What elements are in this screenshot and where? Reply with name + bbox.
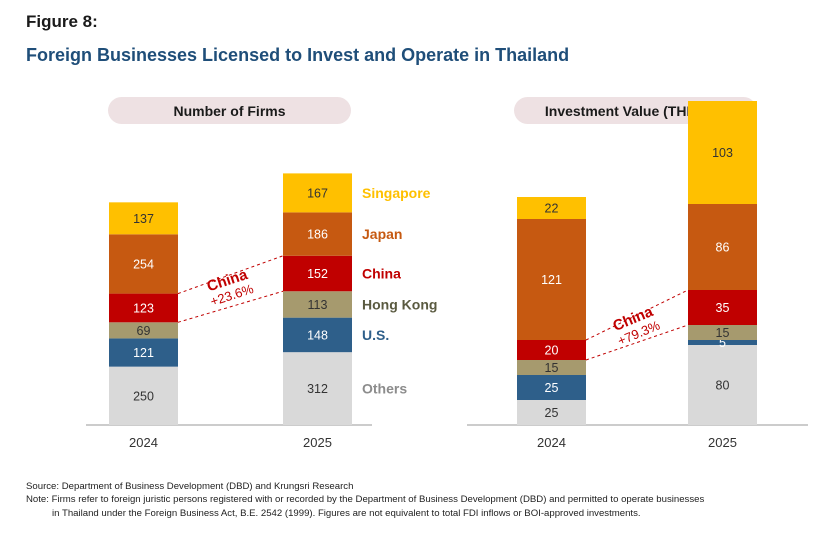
bar-segment-singapore-2024 (517, 197, 586, 219)
data-label: 148 (307, 328, 328, 342)
legend-label-u-s-: U.S. (362, 327, 389, 343)
bar-segment-hong-kong-2024 (109, 322, 178, 339)
bar-segment-others-2025 (283, 352, 352, 425)
data-label: 15 (716, 326, 730, 340)
data-label: 121 (133, 346, 154, 360)
bar-segment-japan-2025 (688, 204, 757, 290)
data-label: 137 (133, 212, 154, 226)
data-label: 167 (307, 186, 328, 200)
data-label: 25 (545, 406, 559, 420)
data-label: 113 (308, 298, 328, 312)
data-label: 152 (307, 267, 328, 281)
bar-segment-japan-2024 (517, 219, 586, 340)
figure-title: Foreign Businesses Licensed to Invest an… (26, 45, 570, 65)
data-label: 35 (716, 301, 730, 315)
bar-segment-hong-kong-2025 (283, 291, 352, 318)
x-tick-label: 2024 (129, 435, 158, 450)
bar-segment-hong-kong-2025 (688, 325, 757, 340)
bar-segment-u-s--2025 (283, 317, 352, 353)
data-label: 5 (719, 336, 726, 350)
bar-segment-u-s--2025 (688, 340, 757, 345)
bar-segment-singapore-2024 (109, 202, 178, 235)
legend-label-others: Others (362, 381, 407, 397)
bar-segment-china-2024 (517, 340, 586, 360)
data-label: 25 (545, 381, 559, 395)
footer: Source: Department of Business Developme… (26, 480, 704, 520)
legend-label-hong-kong: Hong Kong (362, 296, 437, 312)
bar-segment-u-s--2024 (109, 338, 178, 367)
chart-title: Investment Value (THB, bn) (545, 103, 726, 119)
data-label: 20 (545, 344, 559, 358)
chart-title-pill (108, 97, 351, 124)
source-text: Source: Department of Business Developme… (26, 481, 354, 492)
bar-segment-singapore-2025 (688, 101, 757, 204)
bar-segment-others-2024 (517, 400, 586, 425)
x-tick-label: 2024 (537, 435, 566, 450)
x-tick-label: 2025 (303, 435, 332, 450)
data-label: 22 (545, 202, 559, 216)
bar-segment-china-2025 (283, 255, 352, 292)
data-label: 103 (712, 146, 733, 160)
legend-label-japan: Japan (362, 226, 402, 242)
china-connector-top (585, 289, 689, 341)
legend-label-china: China (362, 266, 401, 282)
chart-title: Number of Firms (173, 103, 285, 119)
data-label: 123 (133, 301, 154, 315)
legend-label-singapore: Singapore (362, 185, 431, 201)
data-label: 86 (716, 241, 730, 255)
bar-segment-others-2025 (688, 345, 757, 425)
china-connector-top (177, 255, 284, 295)
bar-segment-china-2024 (109, 293, 178, 323)
note-text-line1: Note: Firms refer to foreign juristic pe… (26, 494, 705, 506)
bar-segment-others-2024 (109, 366, 178, 425)
x-tick-label: 2025 (708, 435, 737, 450)
data-label: 15 (545, 361, 559, 375)
data-label: 121 (541, 273, 562, 287)
data-label: 254 (133, 257, 154, 271)
figure-label: Figure 8: (26, 12, 98, 31)
china-connector-bottom (177, 290, 284, 323)
data-label: 186 (307, 228, 328, 242)
bar-segment-china-2025 (688, 290, 757, 325)
data-label: 312 (307, 382, 328, 396)
bar-segment-hong-kong-2024 (517, 360, 586, 375)
bar-segment-u-s--2024 (517, 375, 586, 400)
data-label: 69 (137, 324, 151, 338)
bar-segment-japan-2024 (109, 234, 178, 294)
bar-segment-singapore-2025 (283, 173, 352, 213)
bar-segment-japan-2025 (283, 212, 352, 256)
note-text-line2: in Thailand under the Foreign Business A… (52, 507, 641, 519)
data-label: 250 (133, 389, 154, 403)
data-label: 80 (716, 379, 730, 393)
